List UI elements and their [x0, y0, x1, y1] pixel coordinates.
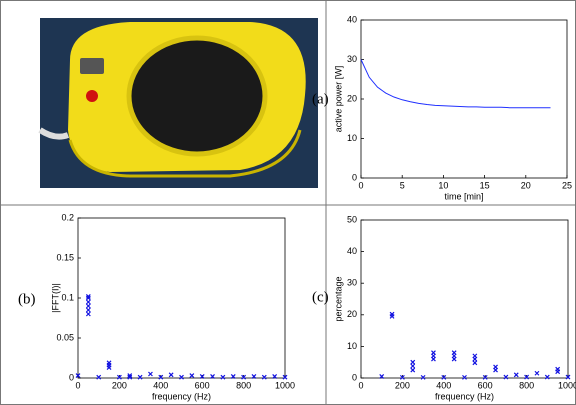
y-tick-label: 10 [347, 341, 357, 351]
point [116, 374, 122, 380]
x-tick-label: 800 [519, 380, 534, 390]
point [96, 374, 102, 380]
panel-label: (c) [312, 289, 329, 305]
point [85, 295, 91, 301]
x-tick-label: 1000 [275, 380, 295, 390]
x-axis-label: frequency (Hz) [435, 391, 494, 401]
x-tick-label: 0 [358, 180, 363, 190]
x-tick-label: 20 [521, 180, 531, 190]
y-tick-label: 0.05 [56, 332, 74, 342]
point [179, 374, 184, 380]
x-axis-label: frequency (Hz) [152, 391, 211, 401]
x-tick-label: 1000 [558, 380, 576, 390]
y-tick-label: 40 [347, 246, 357, 256]
point [272, 373, 278, 379]
y-tick-label: 30 [347, 278, 357, 288]
point [493, 364, 498, 370]
point [431, 350, 436, 356]
y-axis-label: active power [W] [333, 66, 343, 133]
x-tick-label: 600 [195, 380, 210, 390]
point [85, 307, 91, 313]
point [451, 350, 457, 356]
x-tick-label: 5 [400, 180, 405, 190]
point [127, 374, 133, 380]
y-tick-label: 0.1 [61, 292, 74, 302]
x-tick-label: 15 [480, 180, 490, 190]
point [210, 373, 215, 379]
x-tick-label: 800 [236, 380, 251, 390]
y-tick-label: 20 [347, 309, 357, 319]
y-tick-label: 0 [352, 172, 357, 182]
point [85, 299, 91, 305]
point [462, 374, 467, 380]
point [544, 374, 550, 380]
point [410, 367, 416, 373]
point [199, 373, 205, 379]
point [420, 374, 426, 380]
point [85, 311, 91, 317]
point [524, 374, 530, 380]
point [261, 374, 267, 380]
y-tick-label: 40 [347, 14, 357, 24]
point [127, 373, 133, 379]
x-tick-label: 200 [395, 380, 410, 390]
y-tick-label: 50 [347, 214, 357, 224]
point [513, 372, 519, 378]
x-tick-label: 400 [436, 380, 451, 390]
x-tick-label: 600 [478, 380, 493, 390]
point [85, 303, 91, 309]
point [534, 370, 540, 376]
point [410, 359, 416, 365]
line [360, 59, 551, 109]
y-tick-label: 10 [347, 133, 357, 143]
point [75, 373, 81, 379]
point [441, 374, 447, 380]
point [482, 374, 488, 380]
x-axis-label: time [min] [444, 191, 483, 201]
y-tick-label: 0 [69, 372, 74, 382]
x-tick-label: 400 [153, 380, 168, 390]
y-axis-label: percentage [333, 276, 343, 321]
axes-box [77, 217, 286, 379]
point [472, 353, 478, 359]
point [158, 374, 164, 380]
y-tick-label: 0 [352, 372, 357, 382]
axes-box [360, 19, 568, 179]
point [230, 373, 236, 379]
point [379, 373, 385, 379]
photo [38, 18, 318, 188]
x-tick-label: 200 [112, 380, 127, 390]
point [389, 311, 395, 317]
y-tick-label: 30 [347, 54, 357, 64]
y-tick-label: 0.2 [61, 212, 74, 222]
point [410, 363, 416, 369]
point [189, 373, 195, 379]
point [137, 374, 143, 380]
y-axis-label: |FFT(I)| [50, 283, 60, 313]
panel-label: (b) [18, 291, 36, 307]
axes-box [360, 219, 569, 379]
point [503, 374, 509, 380]
point [399, 374, 405, 380]
y-tick-label: 20 [347, 93, 357, 103]
x-tick-label: 10 [438, 180, 448, 190]
point [472, 360, 478, 366]
point [565, 374, 571, 380]
y-tick-label: 0.15 [56, 252, 74, 262]
point [106, 360, 112, 366]
x-tick-label: 0 [75, 380, 80, 390]
point [282, 374, 288, 380]
point [85, 293, 91, 299]
point [241, 374, 247, 380]
x-tick-label: 0 [358, 380, 363, 390]
point [168, 372, 174, 378]
x-tick-label: 25 [562, 180, 572, 190]
point [148, 371, 153, 377]
panel-label: (a) [312, 91, 329, 107]
point [220, 374, 226, 380]
point [555, 366, 561, 372]
point [251, 373, 257, 379]
